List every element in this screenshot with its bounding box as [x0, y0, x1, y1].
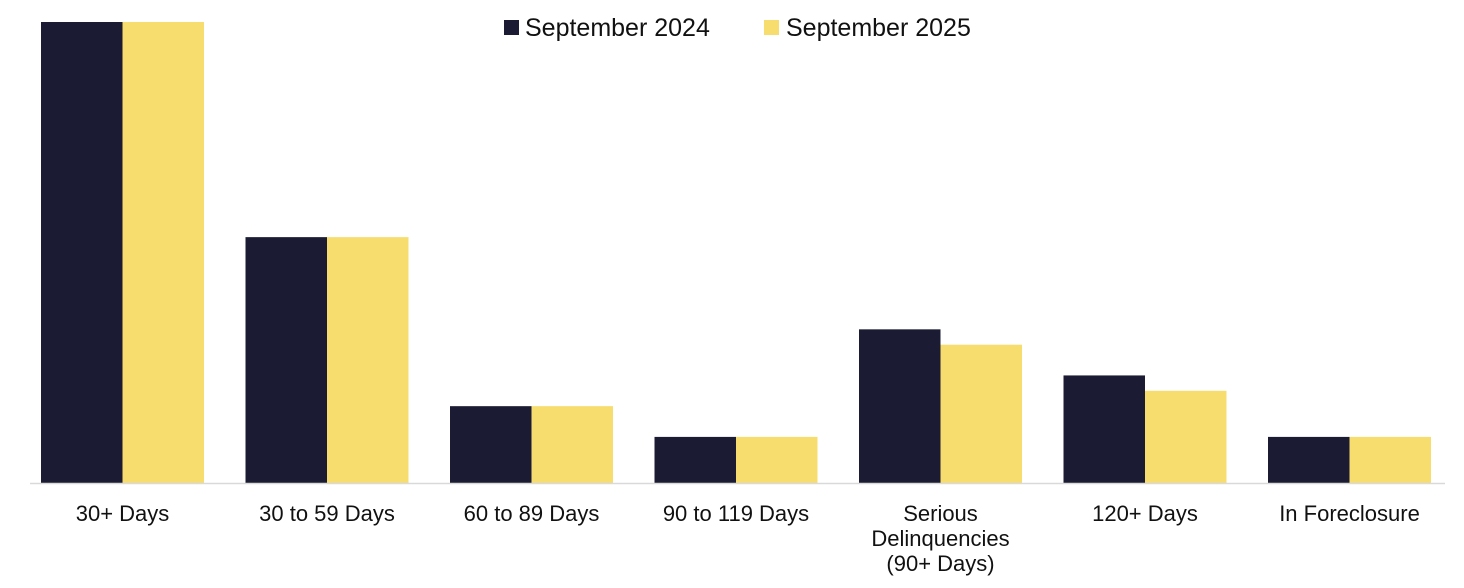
bar-september-2024-30-days [41, 22, 123, 483]
category-label-line: In Foreclosure [1279, 501, 1420, 526]
bar-september-2024-30-to-59-days [245, 237, 327, 483]
category-label-line: 30 to 59 Days [259, 501, 395, 526]
bar-september-2024-in-foreclosure [1268, 436, 1350, 483]
legend-label-september-2025: September 2025 [786, 14, 971, 42]
category-label-30-to-59-days: 30 to 59 Days [259, 501, 395, 526]
category-labels: 30+ Days 30 to 59 Days 60 to 89 Days 90 to … [76, 501, 1420, 576]
bar-september-2024-120-days [1063, 375, 1145, 483]
bar-september-2025-30-days [122, 22, 204, 483]
legend-swatch-september-2025 [764, 20, 779, 35]
category-label-90-to-119-days: 90 to 119 Days [663, 501, 809, 526]
category-label-120-days: 120+ Days [1092, 501, 1198, 526]
bar-september-2025-60-to-89-days [531, 406, 613, 483]
bar-september-2025-30-to-59-days [327, 237, 409, 483]
category-label-line: 120+ Days [1092, 501, 1198, 526]
category-label-line: Delinquencies [871, 526, 1009, 551]
bar-september-2024-60-to-89-days [450, 406, 532, 483]
bar-september-2024-serious-delinquencies-90-days [859, 329, 941, 483]
category-label-line: 90 to 119 Days [663, 501, 809, 526]
category-label-60-to-89-days: 60 to 89 Days [464, 501, 600, 526]
bars [41, 22, 1431, 483]
legend-label-september-2024: September 2024 [525, 14, 710, 42]
category-label-line: Serious [903, 501, 978, 526]
bar-september-2025-in-foreclosure [1349, 436, 1431, 483]
category-label-line: 60 to 89 Days [464, 501, 600, 526]
category-label-30-days: 30+ Days [76, 501, 170, 526]
bar-september-2025-serious-delinquencies-90-days [940, 344, 1022, 483]
category-label-line: (90+ Days) [886, 551, 994, 576]
category-label-in-foreclosure: In Foreclosure [1279, 501, 1420, 526]
bar-september-2024-90-to-119-days [654, 436, 736, 483]
bar-september-2025-120-days [1145, 390, 1227, 483]
category-label-line: 30+ Days [76, 501, 170, 526]
bar-september-2025-90-to-119-days [736, 436, 818, 483]
category-label-serious-delinquencies-90-days: Serious Delinquencies (90+ Days) [871, 501, 1009, 576]
legend: September 2024 September 2025 [504, 14, 971, 42]
legend-swatch-september-2024 [504, 20, 519, 35]
